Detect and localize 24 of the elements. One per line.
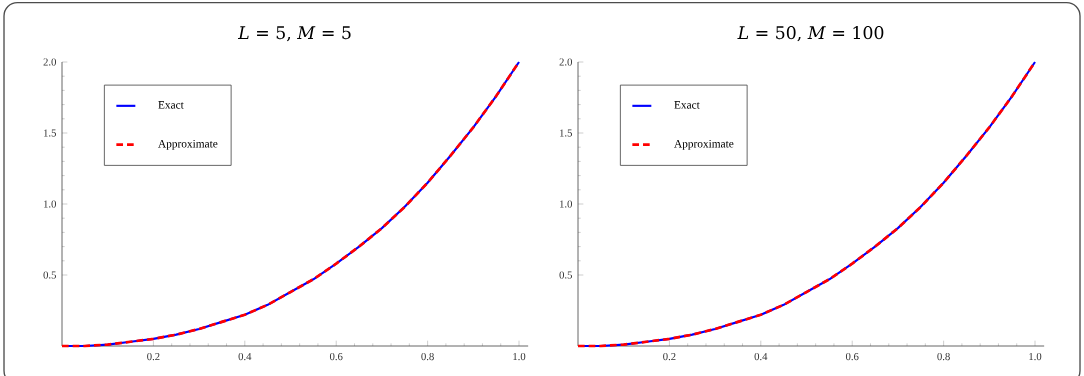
chart-title: L = 5, M = 5 <box>237 26 351 42</box>
x-tick-label: 0.4 <box>238 352 252 361</box>
legend-label: Exact <box>674 101 700 109</box>
chart-title: L = 50, M = 100 <box>737 26 884 42</box>
legend-label: Approximate <box>674 139 734 150</box>
x-tick-label: 0.8 <box>421 352 434 361</box>
x-tick-label: 0.8 <box>937 352 950 361</box>
x-tick-label: 0.2 <box>147 352 160 361</box>
legend-label: Approximate <box>158 139 218 150</box>
y-tick-label: 2.0 <box>43 58 57 66</box>
y-tick-label: 0.5 <box>43 271 56 279</box>
x-tick-label: 1.0 <box>1029 352 1042 361</box>
x-tick-label: 1.0 <box>513 352 526 361</box>
x-tick-label: 0.4 <box>754 352 768 361</box>
y-tick-label: 2.0 <box>559 58 573 66</box>
y-tick-label: 1.0 <box>560 200 573 208</box>
y-tick-label: 1.5 <box>560 129 572 137</box>
x-tick-label: 0.6 <box>845 352 859 361</box>
y-tick-label: 0.5 <box>559 271 572 279</box>
y-tick-label: 1.0 <box>44 200 57 208</box>
y-tick-label: 1.5 <box>44 129 56 137</box>
x-tick-label: 0.6 <box>329 352 343 361</box>
legend-label: Exact <box>158 101 184 109</box>
x-tick-label: 0.2 <box>663 352 676 361</box>
